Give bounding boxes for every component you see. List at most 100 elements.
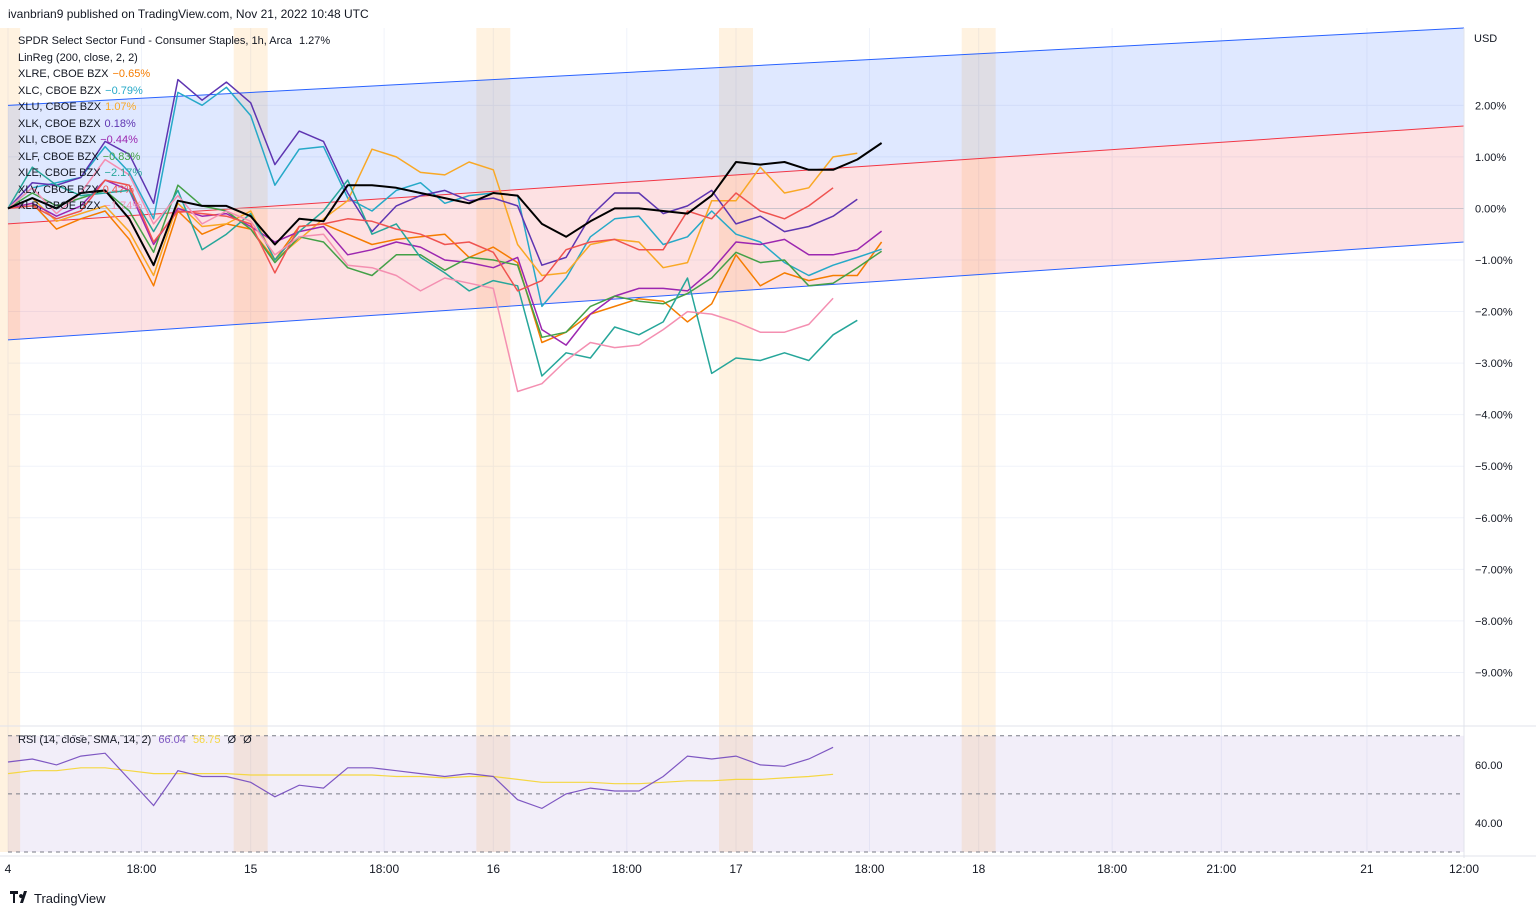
series-legend: SPDR Select Sector Fund - Consumer Stapl…	[18, 33, 330, 215]
price-tick-label: −7.00%	[1475, 564, 1513, 576]
session-band	[0, 28, 21, 852]
price-tick-label: −6.00%	[1475, 513, 1513, 525]
series-line-xlb	[7, 158, 834, 393]
legend-row-label: XLB, CBOE BZX	[18, 200, 101, 212]
legend-row-label: XLI, CBOE BZX	[18, 134, 97, 146]
legend-row-value: 1.07%	[105, 101, 137, 113]
legend-row-label: XLF, CBOE BZX	[18, 150, 99, 163]
price-tick-label: 0.00%	[1475, 203, 1506, 215]
footer-brand-text: TradingView	[34, 891, 106, 906]
currency-label: USD	[1474, 33, 1498, 45]
legend-title: SPDR Select Sector Fund - Consumer Stapl…	[18, 35, 292, 47]
price-tick-label: −2.00%	[1475, 307, 1513, 319]
publisher-header: ivanbrian9 published on TradingView.com,…	[8, 7, 369, 21]
legend-row[interactable]: XLB, CBOE BZX −1.74%	[18, 198, 330, 215]
legend-row-label: XLK, CBOE BZX	[18, 117, 101, 130]
time-tick-label: 17	[729, 862, 743, 876]
linreg-lower-fill	[8, 125, 1464, 340]
legend-row-label: XLRE, CBOE BZX	[18, 68, 109, 80]
price-tick-label: −3.00%	[1475, 358, 1513, 370]
time-tick-label: 15	[244, 862, 258, 876]
legend-row[interactable]: XLE, CBOE BZX −2.17%	[18, 165, 330, 182]
linreg-middle-line	[7, 125, 1465, 225]
series-line-xlre	[7, 202, 883, 344]
legend-row[interactable]: XLF, CBOE BZX −0.83%	[18, 149, 330, 166]
legend-row[interactable]: XLI, CBOE BZX −0.44%	[18, 132, 330, 149]
time-tick-label: 18:00	[126, 862, 156, 876]
legend-row-label: XLV, CBOE BZX	[18, 183, 99, 196]
legend-row-value: −2.17%	[104, 167, 143, 179]
legend-indicator-row[interactable]: LinReg (200, close, 2, 2)	[18, 50, 330, 67]
legend-row[interactable]: XLK, CBOE BZX 0.18%	[18, 116, 330, 133]
price-tick-label: 2.00%	[1475, 100, 1506, 112]
series-line-xlc	[7, 86, 882, 308]
linreg-upper-line	[7, 27, 1465, 106]
rsi-label: RSI (14, close, SMA, 14, 2)	[18, 734, 152, 746]
time-tick-label: 18:00	[1097, 862, 1127, 876]
legend-row-value: −1.74%	[104, 200, 143, 212]
price-tick-label: −4.00%	[1475, 410, 1513, 422]
time-tick-label: 21	[1360, 862, 1374, 876]
series-line-xli	[7, 179, 883, 346]
chart-axes: 2.00% 1.00% 0.00% −1.00% −2.00% −3.00% −4.00% −…	[0, 28, 1536, 876]
session-band	[233, 28, 268, 852]
series-line-xlp	[7, 142, 883, 267]
footer-brand[interactable]: TradingView	[10, 891, 106, 906]
session-band	[719, 28, 753, 852]
time-tick-label: 18:00	[854, 862, 884, 876]
chart-grid	[7, 28, 1465, 852]
rsi-tick-label: 60.00	[1475, 760, 1503, 772]
rsi-extra-2: Ø	[243, 734, 252, 746]
legend-row-value: −0.79%	[105, 84, 143, 97]
legend-row-value: −0.65%	[112, 68, 151, 80]
rsi-legend[interactable]: RSI (14, close, SMA, 14, 2) 66.04 56.75 …	[18, 734, 256, 746]
series-line-xlf	[7, 184, 883, 339]
legend-row[interactable]: XLC, CBOE BZX −0.79%	[18, 83, 330, 100]
linreg-lower-line	[7, 241, 1465, 341]
legend-row[interactable]: XLU, CBOE BZX 1.07%	[18, 99, 330, 116]
legend-row[interactable]: XLRE, CBOE BZX −0.65%	[18, 66, 330, 83]
time-tick-label: 18	[972, 862, 986, 876]
legend-indicator: LinReg (200, close, 2, 2)	[18, 51, 138, 64]
time-tick-label: 4	[5, 862, 12, 876]
legend-title-value: 1.27%	[298, 35, 331, 47]
legend-row-label: XLE, CBOE BZX	[18, 167, 101, 179]
legend-row-value: 0.4?%	[102, 183, 134, 196]
price-tick-label: −5.00%	[1475, 461, 1513, 473]
legend-row[interactable]: XLV, CBOE BZX 0.4?%	[18, 182, 330, 199]
series-lines	[7, 78, 883, 393]
price-tick-label: 1.00%	[1475, 152, 1506, 164]
session-band	[961, 28, 996, 852]
rsi-line	[7, 746, 834, 810]
legend-row-value: −0.44%	[100, 134, 138, 146]
time-tick-label: 16	[487, 862, 501, 876]
linreg-channel	[7, 27, 1465, 341]
series-line-xlv	[7, 179, 834, 292]
tradingview-logo-icon	[10, 891, 30, 906]
series-line-xlk	[7, 78, 858, 266]
time-tick-label: 18:00	[369, 862, 399, 876]
legend-row-value: −0.83%	[102, 150, 141, 163]
time-tick-label: 18:00	[612, 862, 642, 876]
legend-row-value: 0.18%	[104, 117, 136, 130]
series-line-xlu	[7, 148, 858, 277]
legend-row-label: XLU, CBOE BZX	[18, 101, 102, 113]
linreg-upper-fill	[8, 28, 1464, 224]
time-tick-label: 21:00	[1206, 862, 1236, 876]
legend-row-label: XLC, CBOE BZX	[18, 84, 102, 97]
rsi-sma-value: 56.75	[192, 734, 221, 746]
session-band	[476, 28, 511, 852]
rsi-extra-1: Ø	[227, 734, 237, 746]
legend-title-row[interactable]: SPDR Select Sector Fund - Consumer Stapl…	[18, 33, 330, 50]
price-tick-label: −8.00%	[1475, 616, 1513, 628]
price-tick-label: −9.00%	[1475, 667, 1513, 679]
rsi-tick-label: 40.00	[1475, 818, 1503, 830]
rsi-sma-line	[7, 767, 834, 785]
rsi-value: 66.04	[158, 734, 186, 746]
time-tick-label: 12:00	[1449, 862, 1479, 876]
price-tick-label: −1.00%	[1475, 255, 1513, 267]
session-bands	[0, 28, 996, 852]
rsi-pane	[0, 725, 1536, 853]
series-line-xle	[7, 166, 858, 377]
